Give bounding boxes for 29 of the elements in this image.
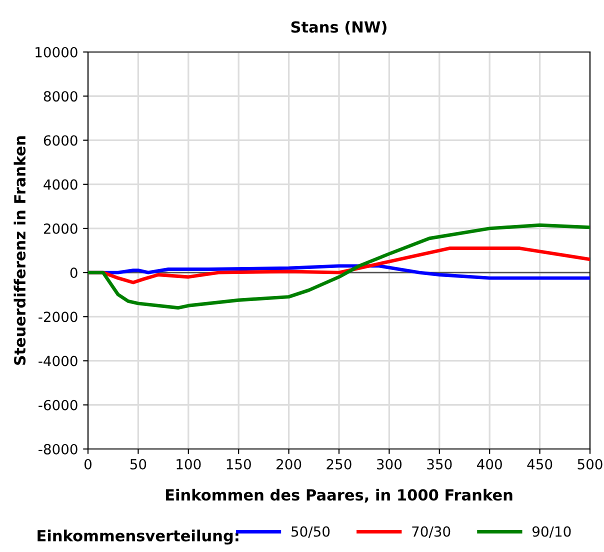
x-tick-label: 100 — [176, 458, 201, 470]
legend-label: 50/50 — [292, 526, 330, 538]
y-tick-label: 6000 — [44, 135, 78, 146]
legend-label: 70/30 — [412, 526, 450, 538]
x-tick-label: 0 — [84, 458, 92, 470]
y-tick-label: -8000 — [38, 444, 78, 454]
line-series — [88, 223, 590, 310]
x-tick-label: 400 — [477, 458, 502, 470]
x-axis-title: Einkommen des Paares, in 1000 Franken — [166, 488, 512, 503]
x-tick-label: 350 — [427, 458, 452, 470]
y-tick-label: 2000 — [44, 223, 78, 234]
x-tick-label: 50 — [130, 458, 146, 470]
legend-title: Einkommensverteilung: — [38, 530, 238, 545]
y-axis-title: Steuerdifferenz in Franken — [14, 136, 26, 365]
y-tick-label: -4000 — [38, 356, 78, 366]
y-tick-label: 8000 — [44, 91, 78, 102]
y-tick-label: -2000 — [38, 312, 78, 322]
y-tick-label: 4000 — [44, 179, 78, 190]
y-tick-label: -6000 — [38, 400, 78, 410]
y-tick-label: 10000 — [36, 46, 78, 58]
x-tick-label: 250 — [326, 458, 352, 470]
x-tick-label: 200 — [276, 458, 302, 470]
chart-title: Stans (NW) — [291, 20, 386, 35]
legend-label: 90/10 — [532, 526, 571, 538]
y-tick-label: 0 — [70, 268, 78, 278]
x-tick-label: 300 — [377, 458, 402, 470]
x-tick-label: 150 — [226, 458, 251, 470]
x-tick-label: 500 — [578, 458, 602, 470]
x-tick-label: 450 — [527, 458, 552, 470]
